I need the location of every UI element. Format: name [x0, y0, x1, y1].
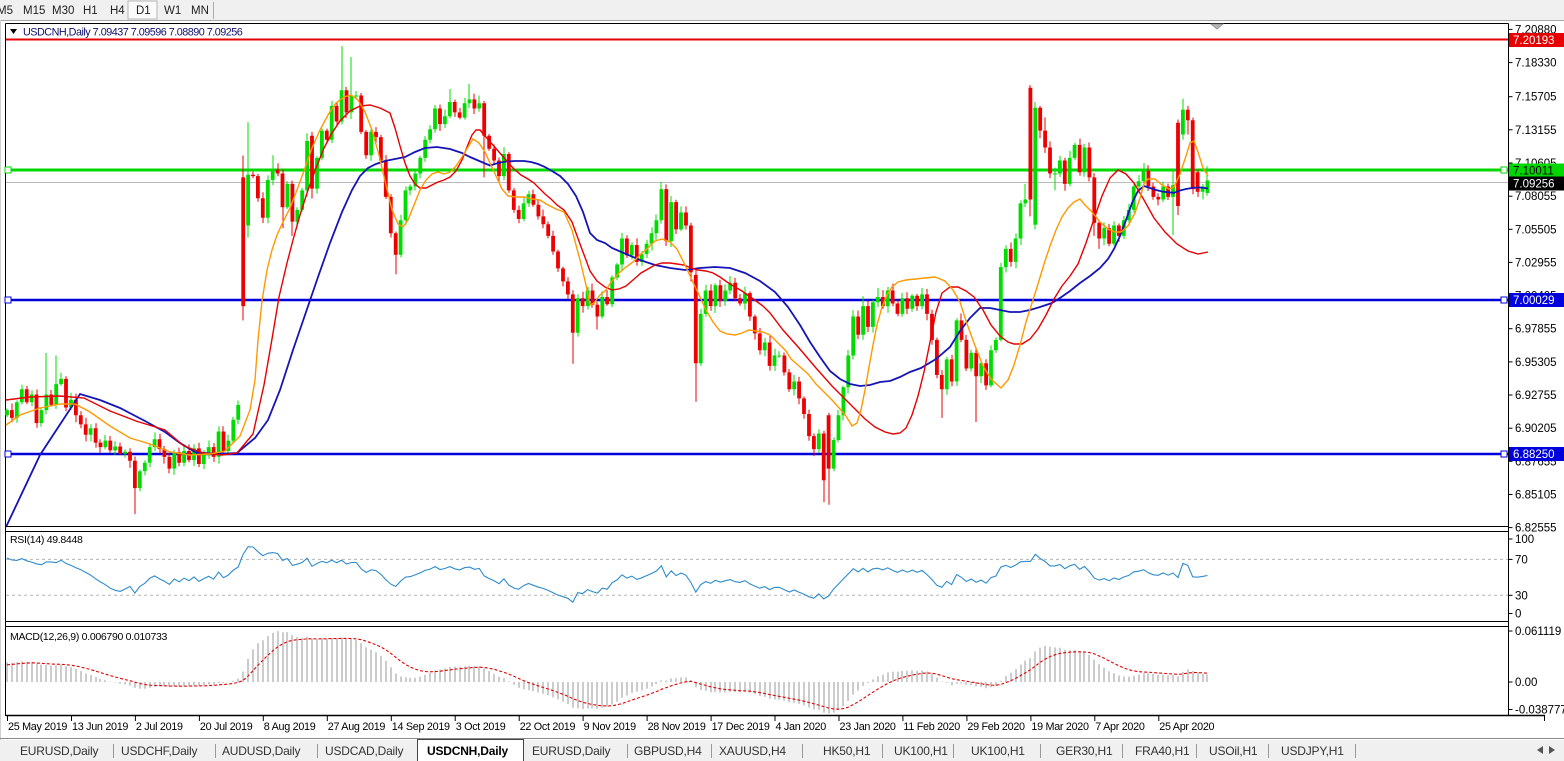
svg-text:H4: H4	[110, 5, 125, 17]
svg-text:7 Apr 2020: 7 Apr 2020	[1095, 721, 1145, 733]
svg-text:USDCAD,Daily: USDCAD,Daily	[325, 744, 403, 758]
svg-text:W1: W1	[164, 5, 181, 17]
svg-text:EURUSD,Daily: EURUSD,Daily	[532, 744, 610, 758]
svg-text:17 Dec 2019: 17 Dec 2019	[712, 721, 770, 733]
svg-text:7.18330: 7.18330	[1515, 58, 1557, 70]
svg-text:19 Mar 2020: 19 Mar 2020	[1031, 721, 1089, 733]
svg-text:7.00029: 7.00029	[1513, 295, 1555, 307]
svg-text:GBPUSD,H4: GBPUSD,H4	[634, 744, 702, 758]
svg-text:MN: MN	[191, 5, 209, 17]
svg-text:0.061119: 0.061119	[1515, 626, 1561, 638]
svg-text:6.95305: 6.95305	[1515, 357, 1557, 369]
svg-text:-0.038777: -0.038777	[1515, 705, 1564, 717]
svg-text:7.09256: 7.09256	[1513, 179, 1555, 191]
svg-text:AUDUSD,Daily: AUDUSD,Daily	[222, 744, 300, 758]
svg-text:MACD(12,26,9) 0.006790 0.01073: MACD(12,26,9) 0.006790 0.010733	[10, 631, 168, 643]
svg-text:4 Jan 2020: 4 Jan 2020	[776, 721, 827, 733]
svg-text:M15: M15	[23, 5, 45, 17]
svg-text:XAUUSD,H4: XAUUSD,H4	[719, 744, 786, 758]
svg-text:7.10011: 7.10011	[1513, 166, 1554, 178]
svg-text:UK100,H1: UK100,H1	[971, 744, 1025, 758]
svg-text:USDJPY,H1: USDJPY,H1	[1281, 744, 1344, 758]
svg-text:M30: M30	[52, 5, 74, 17]
svg-text:70: 70	[1515, 554, 1528, 566]
svg-text:8 Aug 2019: 8 Aug 2019	[264, 721, 316, 733]
svg-text:7.02955: 7.02955	[1515, 257, 1557, 269]
svg-text:9 Nov 2019: 9 Nov 2019	[584, 721, 637, 733]
svg-text:13 Jun 2019: 13 Jun 2019	[72, 721, 128, 733]
svg-text:0: 0	[1515, 609, 1521, 621]
svg-text:H1: H1	[83, 5, 98, 17]
svg-text:UK100,H1: UK100,H1	[894, 744, 948, 758]
svg-text:6.92755: 6.92755	[1515, 390, 1557, 402]
svg-text:EURUSD,Daily: EURUSD,Daily	[20, 744, 98, 758]
svg-text:28 Nov 2019: 28 Nov 2019	[648, 721, 706, 733]
svg-text:USDCNH,Daily: USDCNH,Daily	[427, 744, 508, 758]
svg-text:GER30,H1: GER30,H1	[1056, 744, 1113, 758]
svg-text:6.88250: 6.88250	[1513, 449, 1555, 461]
svg-text:USDCHF,Daily: USDCHF,Daily	[121, 744, 197, 758]
svg-text:USDCNH,Daily 7.09437 7.09596: USDCNH,Daily 7.09437 7.09596 7.08890 7.0…	[23, 27, 243, 39]
svg-text:27 Aug 2019: 27 Aug 2019	[328, 721, 386, 733]
svg-text:6.85105: 6.85105	[1515, 490, 1557, 502]
svg-text:30: 30	[1515, 590, 1528, 602]
svg-text:25 Apr 2020: 25 Apr 2020	[1159, 721, 1214, 733]
svg-text:6.82555: 6.82555	[1515, 523, 1557, 535]
svg-text:22 Oct 2019: 22 Oct 2019	[520, 721, 576, 733]
svg-text:7.15705: 7.15705	[1515, 92, 1557, 104]
svg-text:7.08055: 7.08055	[1515, 191, 1557, 203]
svg-text:3 Oct 2019: 3 Oct 2019	[456, 721, 506, 733]
svg-text:29 Feb 2020: 29 Feb 2020	[967, 721, 1025, 733]
svg-text:M5: M5	[0, 5, 13, 17]
svg-text:0.00: 0.00	[1515, 677, 1537, 689]
svg-text:FRA40,H1: FRA40,H1	[1135, 744, 1190, 758]
svg-text:2 Jul 2019: 2 Jul 2019	[136, 721, 183, 733]
svg-text:7.05505: 7.05505	[1515, 224, 1557, 236]
svg-text:D1: D1	[136, 5, 151, 17]
svg-text:7.20193: 7.20193	[1513, 35, 1555, 47]
svg-text:USOil,H1: USOil,H1	[1209, 744, 1258, 758]
svg-text:25 May 2019: 25 May 2019	[8, 721, 67, 733]
svg-text:6.97855: 6.97855	[1515, 324, 1557, 336]
svg-text:100: 100	[1515, 534, 1534, 546]
svg-text:7.13155: 7.13155	[1515, 125, 1557, 137]
svg-text:11 Feb 2020: 11 Feb 2020	[903, 721, 960, 733]
svg-text:HK50,H1: HK50,H1	[823, 744, 871, 758]
svg-text:6.90205: 6.90205	[1515, 423, 1557, 435]
svg-text:RSI(14) 49.8448: RSI(14) 49.8448	[10, 534, 83, 546]
svg-text:20 Jul 2019: 20 Jul 2019	[200, 721, 253, 733]
svg-text:23 Jan 2020: 23 Jan 2020	[840, 721, 896, 733]
svg-text:14 Sep 2019: 14 Sep 2019	[392, 721, 450, 733]
